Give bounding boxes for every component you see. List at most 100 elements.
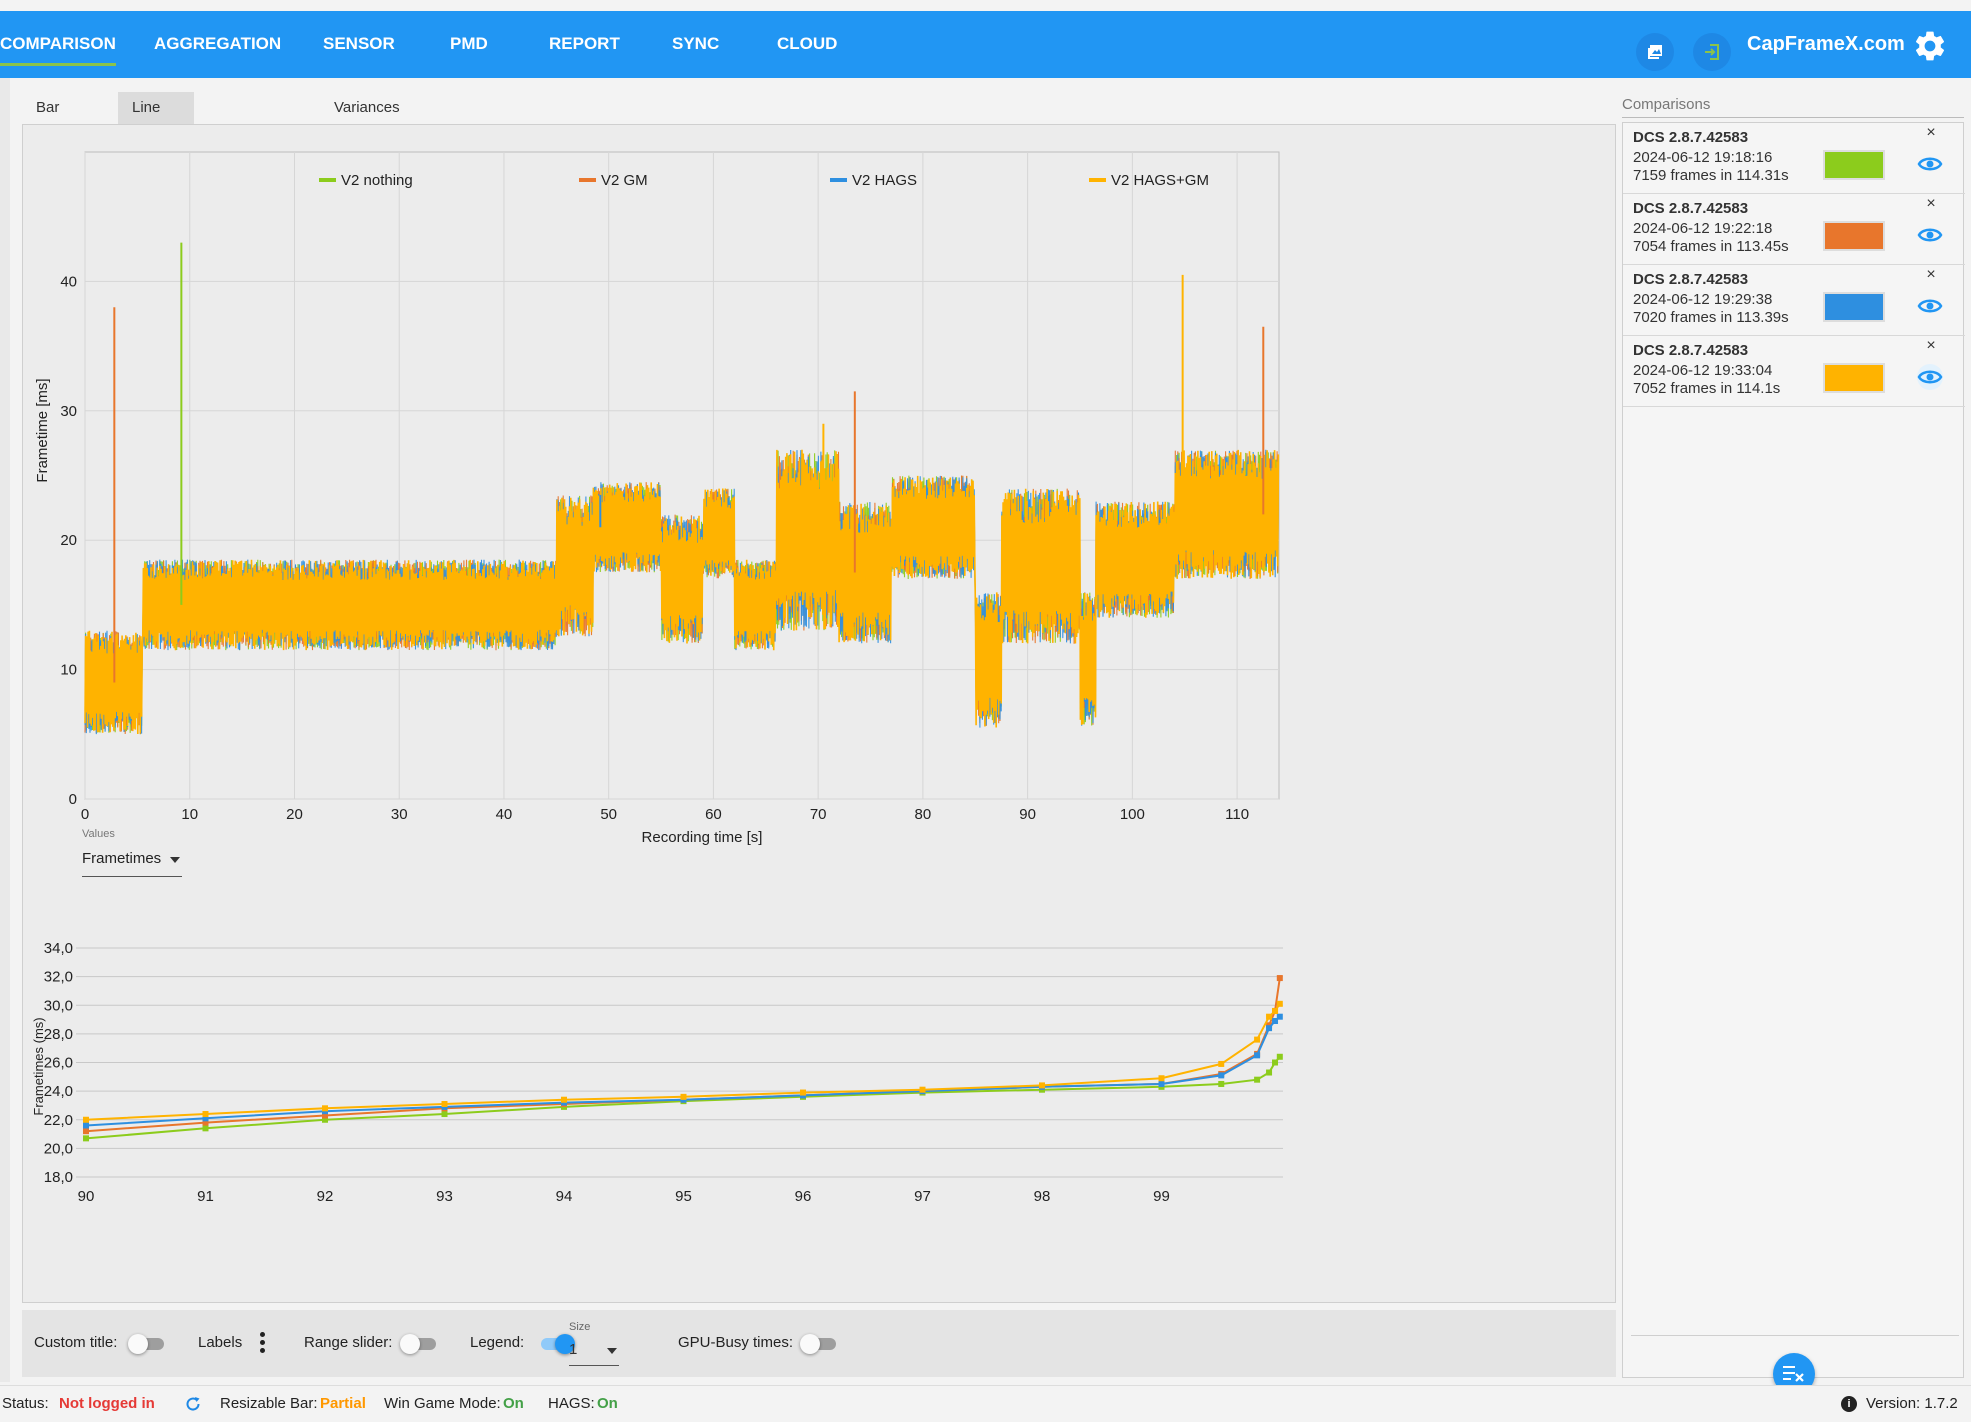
tab-variances[interactable]: Variances [334, 99, 400, 116]
left-edge-strip [0, 78, 10, 1382]
labels-menu-icon[interactable] [260, 1332, 266, 1356]
close-icon[interactable]: × [1926, 337, 1936, 354]
tab-sync[interactable]: SYNC [672, 34, 720, 53]
eye-icon[interactable] [1916, 150, 1944, 178]
tab-comparison[interactable]: COMPARISON [0, 11, 116, 78]
range-slider-toggle[interactable] [400, 1334, 438, 1354]
tab-sensor[interactable]: SENSOR [323, 34, 395, 53]
legend-label: V2 HAGS+GM [1111, 172, 1209, 189]
chevron-down-icon [607, 1348, 617, 1354]
color-swatch[interactable] [1823, 292, 1885, 322]
x-tick-label: 96 [795, 1188, 812, 1205]
gear-icon[interactable] [1912, 28, 1948, 64]
comparison-item[interactable]: DCS 2.8.7.42583 2024-06-12 19:22:18 7054… [1623, 194, 1965, 265]
legend-size-select[interactable]: 1 [569, 1336, 619, 1366]
custom-title-label: Custom title: [34, 1334, 118, 1351]
x-tick-label: 10 [181, 806, 198, 823]
range-slider-label: Range slider: [304, 1334, 393, 1351]
labels-label: Labels [198, 1334, 243, 1351]
gpu-busy-toggle[interactable] [800, 1334, 838, 1354]
y-tick-label: 20 [60, 532, 77, 549]
data-point [83, 1128, 89, 1135]
tab-bar-charts[interactable]: Bar charts [36, 99, 77, 148]
comparisons-title: Comparisons [1622, 96, 1711, 113]
custom-title-toggle[interactable] [128, 1334, 166, 1354]
comparison-frames: 7159 frames in 114.31s [1633, 167, 1789, 184]
refresh-icon[interactable] [184, 1395, 202, 1413]
x-tick-label: 70 [810, 806, 827, 823]
screenshot-button[interactable] [1636, 33, 1674, 71]
brand-link[interactable]: CapFrameX.com [1747, 33, 1905, 55]
close-icon[interactable]: × [1926, 266, 1936, 283]
y-tick-label: 28,0 [44, 1026, 73, 1043]
x-tick-label: 91 [197, 1188, 214, 1205]
y-axis-title: Frametimes (ms) [31, 1017, 46, 1115]
legend-toggle[interactable] [537, 1334, 575, 1354]
color-swatch[interactable] [1823, 150, 1885, 180]
comparison-item[interactable]: DCS 2.8.7.42583 2024-06-12 19:18:16 7159… [1623, 123, 1965, 194]
close-icon[interactable]: × [1926, 124, 1936, 141]
resizable-bar-label: Resizable Bar: [220, 1395, 318, 1412]
tab-aggregation[interactable]: AGGREGATION [154, 34, 282, 53]
values-selector[interactable]: Frametimes [82, 845, 182, 877]
color-swatch[interactable] [1823, 221, 1885, 251]
data-point [1276, 1053, 1283, 1060]
comparison-frames: 7052 frames in 114.1s [1633, 380, 1781, 397]
login-button[interactable] [1693, 33, 1731, 71]
comparison-name: DCS 2.8.7.42583 [1633, 271, 1749, 288]
data-point [322, 1116, 328, 1123]
game-mode-value: On [503, 1395, 524, 1412]
x-tick-label: 30 [391, 806, 408, 823]
comparison-date: 2024-06-12 19:29:38 [1633, 291, 1773, 308]
tab-cloud[interactable]: CLOUD [777, 34, 838, 53]
x-tick-label: 98 [1034, 1188, 1051, 1205]
data-point [1039, 1082, 1045, 1089]
data-point [441, 1111, 448, 1118]
hags-label: HAGS: [548, 1395, 595, 1412]
screenshot-icon [1648, 45, 1662, 59]
series-line [85, 1015, 1281, 1127]
comparisons-panel: Comparisons DCS 2.8.7.42583 2024-06-12 1… [1622, 92, 1965, 1395]
comparison-item[interactable]: DCS 2.8.7.42583 2024-06-12 19:33:04 7052… [1623, 336, 1965, 407]
tab-report[interactable]: REPORT [549, 34, 620, 53]
y-tick-label: 40 [60, 273, 77, 290]
login-icon [1705, 44, 1719, 60]
data-point [1272, 1017, 1279, 1024]
comparison-item[interactable]: DCS 2.8.7.42583 2024-06-12 19:29:38 7020… [1623, 265, 1965, 336]
y-tick-label: 34,0 [44, 940, 73, 957]
data-point [83, 1122, 89, 1129]
color-swatch[interactable] [1823, 363, 1885, 393]
data-point [1254, 1052, 1261, 1059]
x-axis-title: Recording time [s] [642, 829, 763, 845]
y-tick-label: 30 [60, 403, 77, 420]
eye-icon[interactable] [1916, 363, 1944, 391]
data-point [1218, 1080, 1225, 1087]
comparison-name: DCS 2.8.7.42583 [1633, 200, 1749, 217]
login-status-label: Status: [2, 1395, 49, 1412]
values-selector-value: Frametimes [82, 850, 162, 867]
tab-line-charts[interactable]: Line charts/ L-shapes [118, 92, 195, 212]
lshape-percentile-chart: 18,0 20,0 22,0 24,0 26,0 28,0 30,0 32,0 34,0 90 91… [31, 940, 1283, 1205]
close-icon[interactable]: × [1926, 195, 1936, 212]
y-tick-label: 26,0 [44, 1055, 73, 1072]
data-point [1218, 1072, 1225, 1079]
data-point [561, 1096, 567, 1103]
eye-icon[interactable] [1916, 292, 1944, 320]
tab-pmd[interactable]: PMD [450, 34, 488, 53]
eye-icon[interactable] [1916, 221, 1944, 249]
hags-value: On [597, 1395, 618, 1412]
comparisons-list: DCS 2.8.7.42583 2024-06-12 19:18:16 7159… [1622, 122, 1965, 1395]
game-mode-label: Win Game Mode: [384, 1395, 501, 1412]
legend-label: V2 nothing [341, 172, 413, 189]
data-point [441, 1101, 448, 1108]
y-tick-label: 24,0 [44, 1083, 73, 1100]
data-point [83, 1116, 89, 1123]
comparison-date: 2024-06-12 19:22:18 [1633, 220, 1773, 237]
data-point [1158, 1075, 1165, 1082]
legend-label: V2 HAGS [852, 172, 917, 189]
x-tick-label: 20 [286, 806, 303, 823]
x-tick-label: 110 [1225, 806, 1249, 823]
data-point [202, 1119, 209, 1126]
x-tick-label: 80 [915, 806, 932, 823]
